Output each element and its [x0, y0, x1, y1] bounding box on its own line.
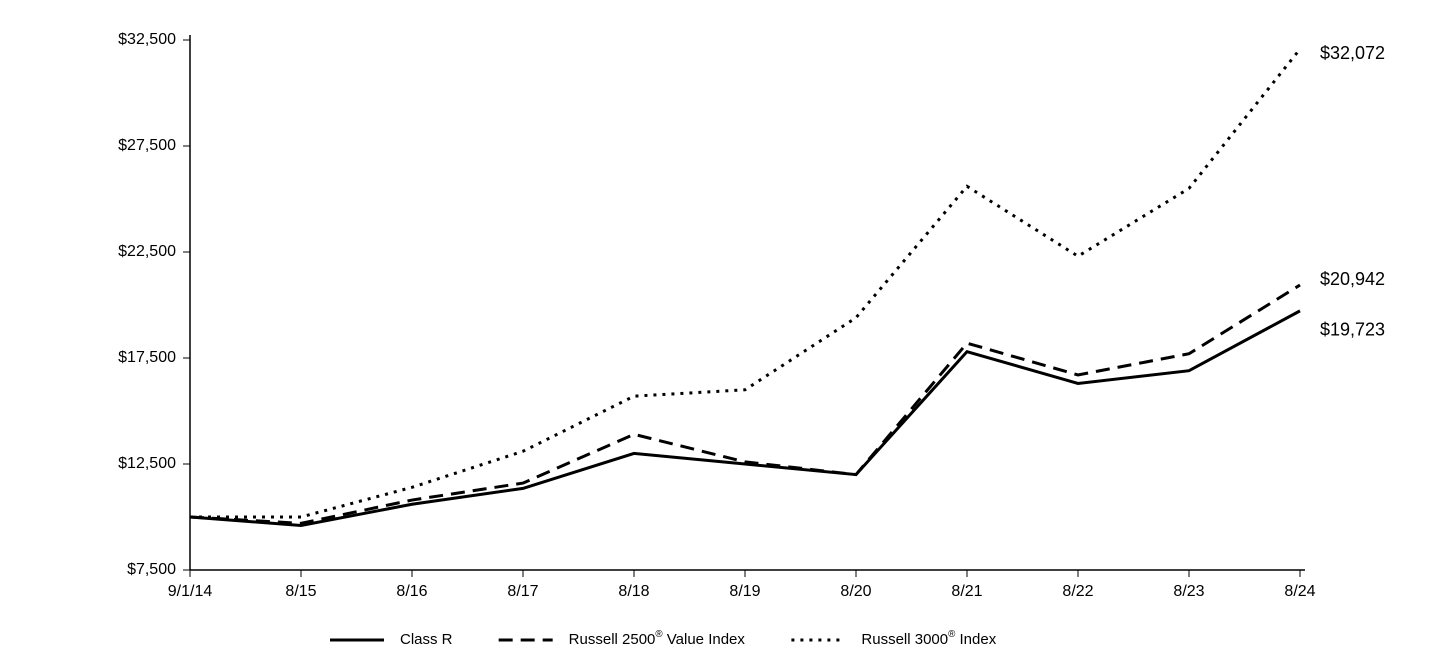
series-end-label-r3000: $32,072	[1320, 43, 1385, 63]
x-tick-label: 8/22	[1062, 583, 1093, 600]
x-tick-label: 8/24	[1284, 583, 1315, 600]
x-tick-label: 8/16	[396, 583, 427, 600]
series-end-label-class_r: $19,723	[1320, 320, 1385, 340]
x-tick-label: 8/17	[507, 583, 538, 600]
x-tick-label: 8/18	[618, 583, 649, 600]
x-tick-label: 8/19	[729, 583, 760, 600]
y-tick-label: $7,500	[127, 561, 176, 578]
x-tick-label: 9/1/14	[168, 583, 213, 600]
legend-label-r3000: Russell 3000® Index	[861, 629, 996, 648]
y-tick-label: $22,500	[118, 243, 176, 260]
x-tick-label: 8/23	[1173, 583, 1204, 600]
series-end-label-r2500v: $20,942	[1320, 269, 1385, 289]
y-tick-label: $12,500	[118, 455, 176, 472]
chart-svg: $7,500 $12,500 $17,500 $22,500 $27,500 $32,50…	[0, 0, 1440, 660]
y-tick-label: $32,500	[118, 31, 176, 48]
x-tick-label: 8/21	[951, 583, 982, 600]
chart-bg	[0, 0, 1440, 660]
y-tick-label: $27,500	[118, 137, 176, 154]
legend-label-class_r: Class R	[400, 631, 453, 648]
y-tick-label: $17,500	[118, 349, 176, 366]
x-tick-label: 8/15	[285, 583, 316, 600]
x-tick-label: 8/20	[840, 583, 871, 600]
growth-line-chart: $7,500 $12,500 $17,500 $22,500 $27,500 $32,50…	[0, 0, 1440, 660]
